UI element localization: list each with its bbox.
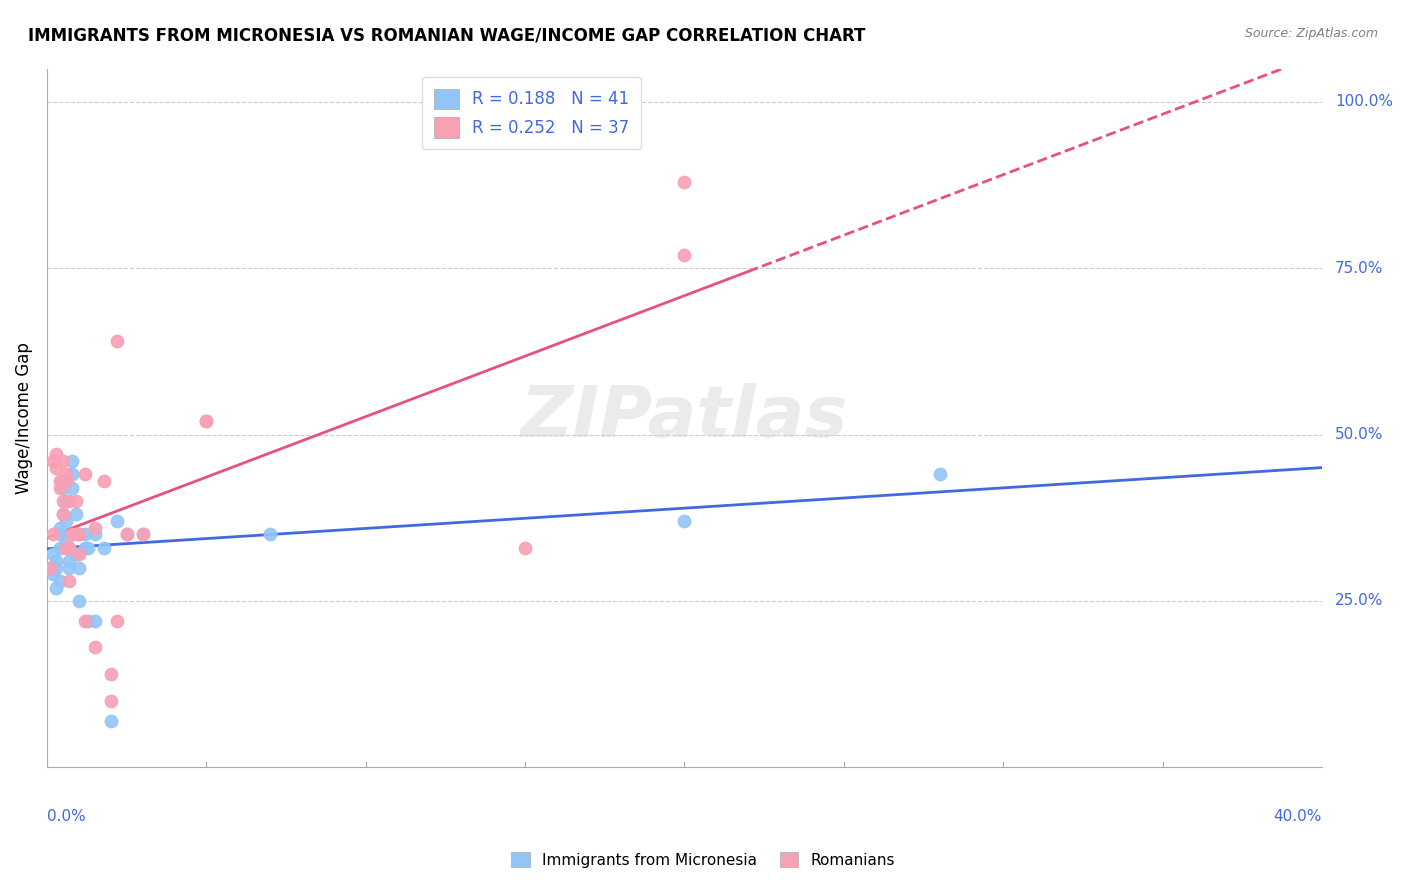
- Point: [60, 527, 83, 541]
- Point: [58, 541, 80, 555]
- Text: Source: ZipAtlas.com: Source: ZipAtlas.com: [1244, 27, 1378, 40]
- Point: [55, 514, 77, 528]
- Point: [67, 527, 90, 541]
- Point: [52, 474, 75, 488]
- Point: [52, 508, 75, 522]
- Point: [67, 594, 90, 608]
- Point: [673, 514, 696, 528]
- Point: [52, 454, 75, 468]
- Point: [115, 527, 138, 541]
- Point: [65, 527, 87, 541]
- Point: [58, 541, 80, 555]
- Point: [928, 467, 950, 482]
- Point: [48, 474, 70, 488]
- Point: [75, 614, 97, 628]
- Point: [105, 614, 128, 628]
- Text: 25.0%: 25.0%: [1334, 593, 1384, 608]
- Point: [83, 614, 105, 628]
- Text: 75.0%: 75.0%: [1334, 260, 1384, 276]
- Point: [673, 248, 696, 262]
- Text: 0.0%: 0.0%: [46, 809, 86, 824]
- Point: [45, 448, 67, 462]
- Point: [58, 574, 80, 588]
- Point: [83, 640, 105, 655]
- Point: [65, 547, 87, 561]
- Point: [60, 481, 83, 495]
- Point: [93, 474, 115, 488]
- Point: [60, 454, 83, 468]
- Point: [131, 527, 153, 541]
- Point: [100, 714, 122, 728]
- Point: [42, 454, 65, 468]
- Point: [55, 474, 77, 488]
- Point: [55, 467, 77, 482]
- Point: [42, 527, 65, 541]
- Point: [48, 541, 70, 555]
- Point: [75, 541, 97, 555]
- Point: [55, 541, 77, 555]
- Point: [100, 667, 122, 681]
- Point: [67, 527, 90, 541]
- Point: [39, 560, 62, 574]
- Point: [60, 467, 83, 482]
- Point: [58, 494, 80, 508]
- Point: [45, 560, 67, 574]
- Point: [42, 567, 65, 582]
- Point: [259, 527, 281, 541]
- Point: [77, 541, 100, 555]
- Point: [39, 560, 62, 574]
- Point: [105, 514, 128, 528]
- Text: 100.0%: 100.0%: [1334, 95, 1393, 110]
- Point: [58, 560, 80, 574]
- Point: [83, 521, 105, 535]
- Point: [52, 508, 75, 522]
- Point: [131, 527, 153, 541]
- Point: [77, 614, 100, 628]
- Text: IMMIGRANTS FROM MICRONESIA VS ROMANIAN WAGE/INCOME GAP CORRELATION CHART: IMMIGRANTS FROM MICRONESIA VS ROMANIAN W…: [28, 27, 866, 45]
- Point: [45, 581, 67, 595]
- Legend: R = 0.188   N = 41, R = 0.252   N = 37: R = 0.188 N = 41, R = 0.252 N = 37: [422, 77, 641, 149]
- Point: [195, 414, 218, 428]
- Point: [513, 541, 536, 555]
- Point: [93, 541, 115, 555]
- Y-axis label: Wage/Income Gap: Wage/Income Gap: [15, 342, 32, 494]
- Text: 50.0%: 50.0%: [1334, 427, 1384, 442]
- Point: [48, 521, 70, 535]
- Point: [52, 494, 75, 508]
- Point: [65, 508, 87, 522]
- Point: [67, 560, 90, 574]
- Text: ZIPatlas: ZIPatlas: [520, 384, 848, 452]
- Legend: Immigrants from Micronesia, Romanians: Immigrants from Micronesia, Romanians: [503, 844, 903, 875]
- Point: [55, 494, 77, 508]
- Point: [67, 547, 90, 561]
- Point: [48, 481, 70, 495]
- Point: [75, 467, 97, 482]
- Point: [58, 554, 80, 568]
- Point: [83, 527, 105, 541]
- Point: [48, 574, 70, 588]
- Point: [52, 481, 75, 495]
- Point: [75, 527, 97, 541]
- Point: [55, 534, 77, 549]
- Point: [65, 494, 87, 508]
- Point: [45, 554, 67, 568]
- Point: [42, 547, 65, 561]
- Point: [105, 334, 128, 349]
- Point: [45, 460, 67, 475]
- Point: [100, 694, 122, 708]
- Point: [115, 527, 138, 541]
- Point: [673, 175, 696, 189]
- Point: [195, 414, 218, 428]
- Point: [48, 527, 70, 541]
- Text: 40.0%: 40.0%: [1274, 809, 1322, 824]
